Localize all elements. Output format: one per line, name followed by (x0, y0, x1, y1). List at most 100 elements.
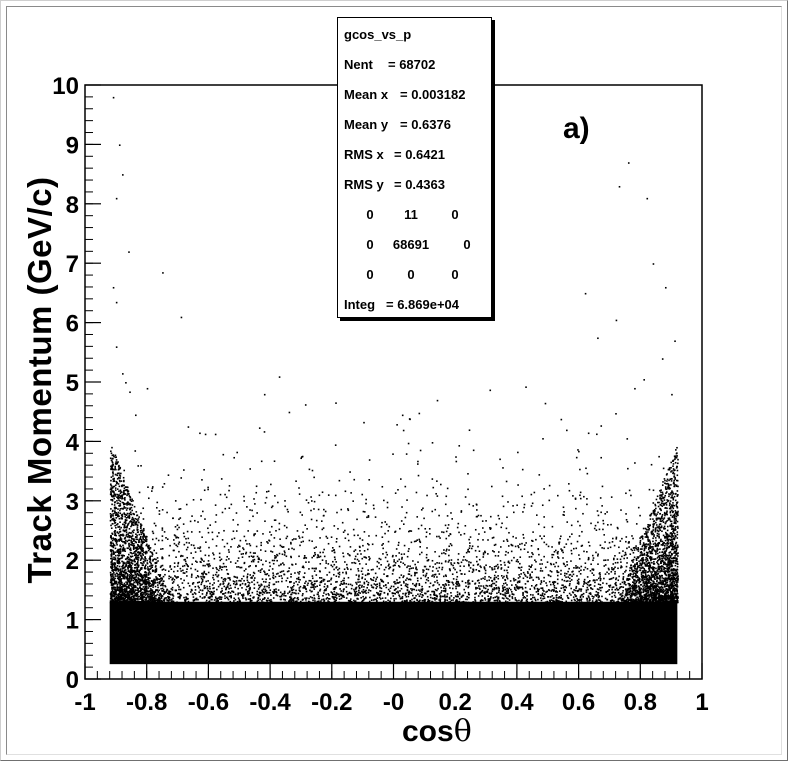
data-point (652, 540, 654, 543)
data-point (445, 550, 448, 552)
data-point (406, 586, 409, 589)
data-point (480, 585, 482, 587)
data-point (229, 592, 232, 594)
data-point (528, 556, 531, 558)
data-point (646, 564, 648, 566)
data-point (449, 600, 451, 603)
data-point (185, 596, 187, 598)
data-point (663, 552, 665, 555)
data-point (204, 554, 207, 557)
data-point (304, 597, 306, 600)
data-point (140, 531, 142, 534)
data-point (207, 580, 209, 582)
data-point (118, 517, 121, 520)
data-point (139, 573, 142, 575)
data-point (603, 534, 605, 536)
data-point (111, 562, 114, 565)
data-point (646, 583, 648, 586)
data-point (467, 593, 470, 596)
data-point (475, 592, 477, 595)
data-point (449, 569, 451, 572)
data-point (443, 601, 446, 603)
data-point (496, 597, 499, 599)
data-point (504, 592, 506, 594)
data-point (426, 601, 429, 603)
data-point (287, 592, 289, 595)
data-point (347, 599, 350, 602)
data-point (130, 585, 133, 587)
data-point (567, 570, 569, 573)
data-point (539, 563, 541, 565)
data-point (387, 582, 389, 584)
data-point (131, 542, 133, 545)
data-point (319, 577, 321, 579)
data-point (111, 465, 114, 468)
data-point (487, 599, 490, 602)
data-point (281, 593, 284, 595)
data-point (613, 594, 616, 597)
data-point (248, 565, 250, 568)
data-point (112, 576, 115, 579)
data-point (530, 544, 533, 547)
data-point (283, 598, 285, 601)
data-point (676, 520, 679, 523)
data-point (612, 563, 615, 565)
data-point (219, 596, 222, 598)
data-point (212, 553, 215, 556)
data-point (486, 579, 488, 582)
data-point (196, 581, 199, 584)
data-point (382, 542, 384, 545)
data-point (190, 552, 192, 554)
data-point (604, 564, 607, 566)
data-point (642, 596, 645, 599)
data-point (261, 589, 263, 592)
data-point (182, 572, 185, 574)
data-point (448, 549, 450, 551)
data-point (617, 588, 620, 591)
data-point (586, 568, 589, 570)
data-point (326, 586, 329, 588)
data-point (217, 580, 220, 582)
data-point (451, 587, 454, 590)
data-point (218, 532, 220, 534)
data-point (535, 591, 538, 593)
data-point (643, 594, 646, 596)
data-point (180, 570, 182, 572)
data-point (578, 554, 580, 556)
data-point (664, 553, 667, 555)
data-point (499, 560, 502, 562)
data-point (368, 558, 371, 561)
data-point (656, 550, 658, 552)
data-point (283, 554, 286, 556)
data-point (241, 587, 243, 589)
data-point (315, 526, 318, 528)
data-point (219, 493, 222, 496)
data-point (350, 587, 353, 590)
data-point (138, 595, 141, 598)
data-point (506, 569, 508, 572)
data-point (138, 539, 140, 542)
data-point (126, 494, 128, 497)
data-point (516, 581, 519, 584)
data-point (489, 566, 491, 568)
data-point (179, 596, 181, 599)
data-point (358, 589, 360, 592)
data-point (643, 584, 645, 586)
data-point (177, 584, 179, 587)
data-point (654, 590, 656, 593)
data-point (592, 559, 594, 562)
data-point (525, 599, 528, 602)
data-point (116, 543, 118, 546)
data-point (566, 564, 569, 566)
data-point (392, 595, 395, 597)
data-point (114, 573, 116, 576)
data-point (441, 552, 443, 555)
data-point (176, 524, 179, 527)
data-point (515, 584, 517, 586)
data-point (649, 585, 651, 587)
data-point (568, 574, 571, 576)
data-point (244, 539, 247, 542)
data-point (198, 581, 201, 583)
data-point (490, 596, 492, 598)
data-point (215, 514, 218, 516)
